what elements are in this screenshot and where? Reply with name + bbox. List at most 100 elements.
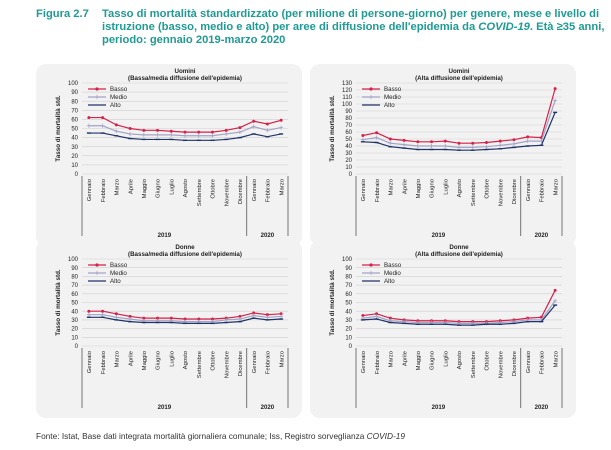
data-point-medio [114, 315, 119, 320]
data-point-basso [512, 138, 516, 142]
chart-panel-uomini-bassa-media: Uomini (Bassa/media diffusione dell'epide… [36, 64, 302, 246]
x-tick-label: Aprile [128, 350, 134, 366]
data-point-medio [196, 133, 201, 138]
y-tick-label: 50 [345, 137, 352, 143]
data-point-medio [114, 129, 119, 134]
legend-label: Medio [384, 94, 401, 101]
y-tick-label: 80 [71, 275, 78, 281]
legend-label: Basso [110, 86, 128, 93]
y-tick-label: 50 [71, 301, 78, 307]
x-tick-label: Luglio [443, 178, 449, 194]
data-point-basso [156, 128, 160, 132]
data-point-medio [86, 312, 91, 317]
x-tick-label: Ottobre [485, 350, 491, 370]
data-point-medio [279, 125, 284, 130]
x-tick-label: Ottobre [211, 178, 217, 198]
y-tick-label: 60 [345, 130, 352, 136]
legend-marker [369, 95, 373, 99]
y-tick-label: 60 [71, 118, 78, 124]
chart-subtitle: (Bassa/media diffusione dell'epidemia) [128, 251, 242, 258]
data-point-medio [224, 317, 229, 322]
x-tick-label: Marzo [553, 178, 559, 195]
year-label: 2020 [535, 404, 549, 411]
x-tick-label: Giugno [156, 178, 162, 198]
data-point-basso [183, 317, 187, 321]
data-point-basso [197, 317, 201, 321]
series-line-basso [362, 290, 556, 323]
data-point-basso [114, 123, 118, 127]
x-tick-label: Gennaio [87, 178, 93, 201]
legend-label: Basso [110, 262, 128, 269]
data-point-medio [279, 314, 284, 319]
x-tick-label: Gennaio [526, 350, 532, 373]
x-tick-label: Novembre [498, 178, 504, 206]
data-point-medio [100, 312, 105, 317]
data-point-medio [415, 144, 420, 148]
legend-label: Medio [110, 270, 127, 277]
legend-label: Alto [384, 102, 395, 109]
data-point-basso [252, 119, 256, 123]
source-italic: COVID-19 [366, 431, 405, 441]
chart-subtitle: (Alta diffusione dell'epidemia) [415, 251, 503, 258]
y-tick-label: 20 [345, 327, 352, 333]
data-point-medio [525, 139, 530, 144]
x-tick-label: Agosto [457, 350, 463, 369]
y-tick-label: 100 [68, 257, 79, 263]
y-axis-label: Tasso di mortalità std. [329, 95, 336, 162]
x-tick-label: Settembre [471, 178, 477, 206]
legend-marker [95, 271, 99, 275]
y-tick-label: 40 [345, 309, 352, 315]
x-tick-label: Settembre [197, 350, 203, 378]
data-point-basso [169, 129, 173, 133]
x-tick-label: Maggio [142, 350, 148, 370]
data-point-basso [224, 128, 228, 132]
x-tick-label: Maggio [142, 178, 148, 198]
data-point-medio [360, 137, 365, 142]
chart-svg: Uomini(Bassa/media diffusione dell'epide… [55, 68, 289, 239]
y-tick-label: 130 [342, 81, 353, 87]
year-label: 2020 [535, 232, 549, 239]
data-point-medio [553, 298, 558, 303]
y-tick-label: 20 [71, 154, 78, 160]
y-tick-label: 100 [342, 102, 353, 108]
year-label: 2020 [261, 404, 275, 411]
x-tick-label: Gennaio [526, 178, 532, 201]
y-tick-label: 70 [345, 283, 352, 289]
x-tick-label: Ottobre [211, 350, 217, 370]
y-tick-label: 90 [71, 266, 78, 272]
legend-marker [369, 271, 373, 275]
year-label: 2019 [432, 232, 446, 239]
y-tick-label: 30 [345, 151, 352, 157]
data-point-medio [374, 314, 379, 319]
data-point-basso [457, 141, 461, 145]
data-point-basso [142, 316, 146, 320]
x-tick-label: Luglio [169, 350, 175, 366]
data-point-basso [238, 314, 242, 318]
chart-title: Donne [175, 244, 195, 251]
data-point-basso [279, 118, 283, 122]
y-axis-label: Tasso di mortalità std. [55, 95, 62, 162]
data-point-basso [375, 131, 379, 135]
data-point-basso [265, 313, 269, 317]
chart-svg: Donne(Bassa/media diffusione dell'epidem… [55, 244, 289, 411]
data-point-medio [251, 124, 256, 129]
data-point-basso [87, 116, 91, 120]
source-text: Fonte: Istat, Base dati integrata mortal… [36, 431, 365, 441]
y-tick-label: 70 [345, 123, 352, 129]
y-tick-label: 10 [345, 335, 352, 341]
legend-marker [369, 263, 373, 267]
data-point-medio [251, 313, 256, 318]
y-tick-label: 30 [345, 318, 352, 324]
x-tick-label: Ottobre [485, 178, 491, 198]
legend-marker [95, 263, 99, 267]
figure-title-italic: COVID-19 [478, 21, 530, 34]
data-point-medio [511, 141, 516, 146]
year-label: 2020 [261, 232, 275, 239]
y-tick-label: 90 [345, 109, 352, 115]
x-tick-label: Febbraio [375, 350, 381, 374]
x-tick-label: Gennaio [252, 350, 258, 373]
data-point-basso [388, 316, 392, 320]
y-tick-label: 50 [345, 301, 352, 307]
data-point-basso [498, 139, 502, 143]
y-tick-label: 30 [71, 145, 78, 151]
